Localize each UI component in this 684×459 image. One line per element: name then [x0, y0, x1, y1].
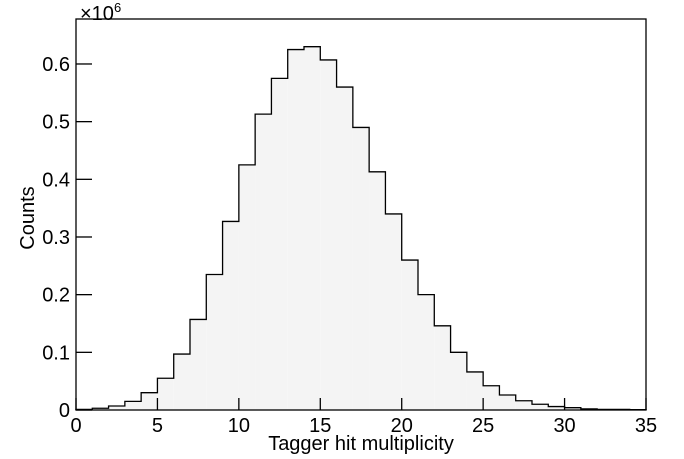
bar [336, 87, 353, 411]
x-tick-label: 10 [228, 415, 250, 437]
bar [222, 221, 239, 410]
bar [515, 400, 532, 410]
bar [238, 164, 256, 410]
histogram-outline [75, 46, 647, 411]
bar [173, 354, 190, 410]
y-tick-label: 0.2 [42, 285, 70, 307]
bar [564, 407, 581, 410]
bar [401, 260, 418, 410]
y-tick-label: 0.3 [42, 227, 70, 249]
bar [271, 78, 288, 410]
bar [92, 408, 109, 410]
plot-frame [75, 18, 647, 411]
x-tick-label: 25 [472, 415, 494, 437]
bar [287, 49, 304, 411]
bar [369, 171, 386, 410]
x-tick-label: 30 [553, 415, 575, 437]
bar [304, 46, 321, 410]
y-tick-label: 0.6 [42, 54, 70, 76]
bar [499, 395, 516, 410]
bar [206, 274, 223, 410]
x-tick-label: 20 [391, 415, 413, 437]
x-tick-label: 0 [70, 415, 81, 437]
x-tick-label: 15 [309, 415, 331, 437]
bar [255, 114, 272, 410]
bar [418, 294, 435, 410]
multiplier-base: ×10 [80, 3, 114, 25]
x-tick-label: 35 [635, 415, 657, 437]
bar [320, 59, 337, 410]
x-tick-label: 5 [152, 415, 163, 437]
bar [466, 371, 484, 410]
y-tick-label: 0.4 [42, 169, 70, 191]
bar [141, 392, 158, 410]
bar [108, 405, 125, 410]
bar [450, 352, 467, 410]
y-axis-title: Counts [17, 186, 39, 249]
y-tick-label: 0.1 [42, 342, 70, 364]
bar [190, 319, 207, 410]
x-axis-title: Tagger hit multiplicity [268, 433, 454, 455]
bar [532, 404, 549, 410]
y-tick-label: 0.5 [42, 112, 70, 134]
bar [124, 401, 142, 410]
y-tick-label: 0 [59, 400, 70, 422]
y-multiplier: ×106 [80, 0, 121, 25]
bar [434, 325, 451, 410]
bar [483, 385, 500, 410]
multiplier-exponent: 6 [114, 0, 121, 15]
bar [157, 378, 174, 410]
bar [548, 406, 565, 410]
bar [352, 127, 370, 410]
bar [385, 213, 402, 410]
